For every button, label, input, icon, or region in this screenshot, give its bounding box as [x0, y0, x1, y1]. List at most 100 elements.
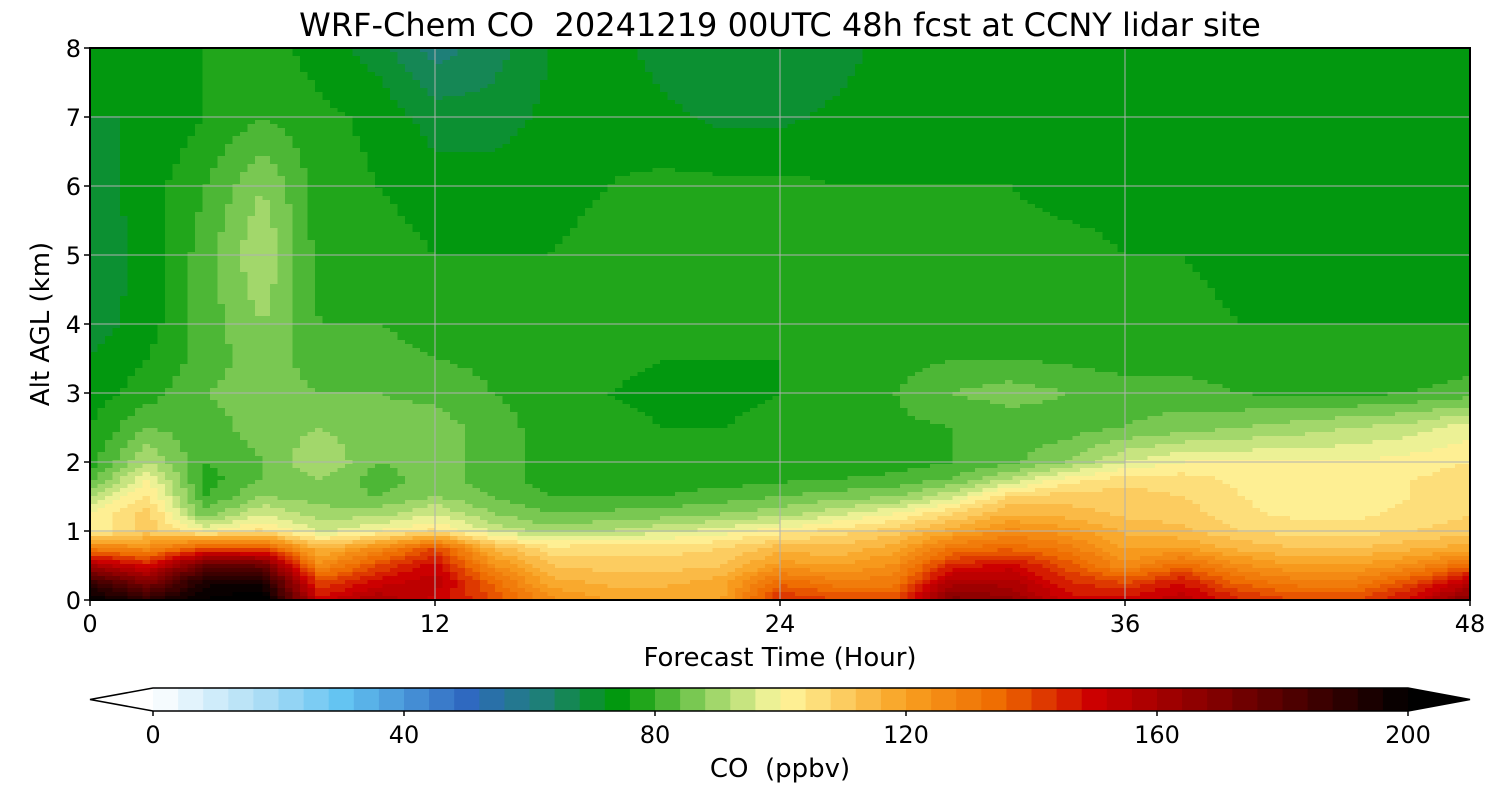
heatmap-cell	[900, 100, 908, 105]
heatmap-cell	[705, 80, 713, 85]
heatmap-cell	[645, 144, 653, 149]
heatmap-cell	[113, 124, 121, 129]
heatmap-cell	[1448, 108, 1456, 113]
heatmap-cell	[293, 128, 301, 133]
heatmap-cell	[285, 96, 293, 101]
heatmap-cell	[968, 84, 976, 89]
heatmap-cell	[615, 108, 623, 113]
heatmap-cell	[720, 100, 728, 105]
heatmap-cell	[458, 152, 466, 157]
heatmap-cell	[705, 96, 713, 101]
heatmap-cell	[1380, 68, 1388, 73]
heatmap-cell	[1095, 80, 1103, 85]
heatmap-cell	[1185, 72, 1193, 77]
heatmap-cell	[1208, 148, 1216, 153]
heatmap-cell	[450, 132, 458, 137]
heatmap-cell	[998, 112, 1006, 117]
heatmap-cell	[345, 92, 353, 97]
heatmap-cell	[1305, 84, 1313, 89]
heatmap-cell	[1050, 72, 1058, 77]
heatmap-cell	[300, 144, 308, 149]
heatmap-cell	[1410, 144, 1418, 149]
heatmap-cell	[968, 96, 976, 101]
heatmap-cell	[1418, 56, 1426, 61]
heatmap-cell	[690, 72, 698, 77]
heatmap-cell	[210, 120, 218, 125]
heatmap-cell	[203, 100, 211, 105]
heatmap-cell	[885, 124, 893, 129]
heatmap-cell	[1320, 132, 1328, 137]
heatmap-cell	[750, 140, 758, 145]
heatmap-cell	[1223, 84, 1231, 89]
heatmap-cell	[1275, 96, 1283, 101]
heatmap-cell	[720, 148, 728, 153]
heatmap-cell	[413, 52, 421, 57]
heatmap-cell	[1193, 52, 1201, 57]
heatmap-cell	[1388, 104, 1396, 109]
heatmap-cell	[473, 52, 481, 57]
heatmap-cell	[450, 60, 458, 65]
heatmap-cell	[1073, 88, 1081, 93]
heatmap-cell	[765, 112, 773, 117]
heatmap-cell	[555, 96, 563, 101]
heatmap-cell	[120, 148, 128, 153]
heatmap-cell	[225, 144, 233, 149]
heatmap-cell	[1028, 112, 1036, 117]
heatmap-cell	[690, 88, 698, 93]
heatmap-cell	[555, 52, 563, 57]
heatmap-cell	[443, 120, 451, 125]
heatmap-cell	[1335, 92, 1343, 97]
heatmap-cell	[525, 124, 533, 129]
heatmap-cell	[1328, 104, 1336, 109]
heatmap-cell	[893, 92, 901, 97]
heatmap-cell	[878, 108, 886, 113]
heatmap-cell	[1073, 64, 1081, 69]
heatmap-cell	[765, 88, 773, 93]
heatmap-cell	[758, 128, 766, 133]
heatmap-cell	[263, 132, 271, 137]
heatmap-cell	[525, 60, 533, 65]
heatmap-cell	[750, 104, 758, 109]
heatmap-cell	[1058, 68, 1066, 73]
heatmap-cell	[840, 76, 848, 81]
heatmap-cell	[1433, 128, 1441, 133]
heatmap-cell	[1455, 80, 1463, 85]
heatmap-cell	[278, 64, 286, 69]
heatmap-cell	[623, 92, 631, 97]
heatmap-cell	[848, 152, 856, 157]
heatmap-cell	[698, 60, 706, 65]
heatmap-cell	[810, 108, 818, 113]
heatmap-cell	[375, 136, 383, 141]
heatmap-cell	[825, 120, 833, 125]
heatmap-cell	[285, 144, 293, 149]
heatmap-cell	[1238, 52, 1246, 57]
heatmap-cell	[375, 96, 383, 101]
heatmap-cell	[1350, 84, 1358, 89]
heatmap-cell	[128, 100, 136, 105]
heatmap-cell	[518, 144, 526, 149]
heatmap-cell	[893, 56, 901, 61]
heatmap-cell	[908, 72, 916, 77]
heatmap-cell	[405, 68, 413, 73]
heatmap-cell	[383, 104, 391, 109]
heatmap-cell	[840, 60, 848, 65]
heatmap-cell	[503, 84, 511, 89]
heatmap-cell	[885, 60, 893, 65]
heatmap-cell	[540, 148, 548, 153]
heatmap-cell	[683, 72, 691, 77]
heatmap-cell	[1335, 136, 1343, 141]
heatmap-cell	[968, 128, 976, 133]
heatmap-cell	[473, 88, 481, 93]
heatmap-cell	[308, 140, 316, 145]
heatmap-cell	[555, 76, 563, 81]
heatmap-cell	[668, 60, 676, 65]
heatmap-cell	[990, 100, 998, 105]
heatmap-cell	[1163, 152, 1171, 157]
heatmap-cell	[833, 112, 841, 117]
heatmap-cell	[458, 112, 466, 117]
heatmap-cell	[1283, 136, 1291, 141]
heatmap-cell	[945, 132, 953, 137]
heatmap-cell	[488, 112, 496, 117]
heatmap-cell	[1275, 108, 1283, 113]
heatmap-cell	[533, 124, 541, 129]
